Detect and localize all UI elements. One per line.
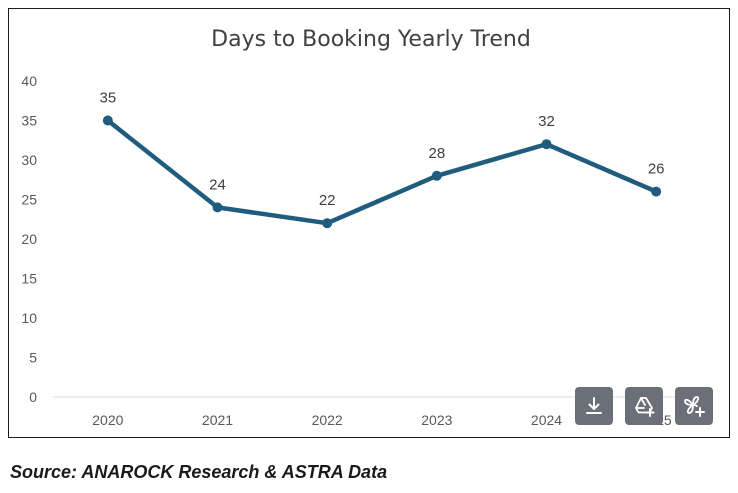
- chart-frame: Days to Booking Yearly Trend 0 5 10 15 20 25 3…: [8, 8, 730, 438]
- y-tick-label: 25: [21, 192, 37, 208]
- data-label: 32: [538, 113, 555, 130]
- y-tick-label: 10: [21, 310, 37, 326]
- y-tick-label: 35: [21, 113, 37, 129]
- pinwheel-add-button[interactable]: [675, 387, 713, 425]
- data-point: [102, 115, 113, 126]
- data-point: [651, 186, 662, 197]
- y-tick-label: 20: [21, 231, 37, 247]
- data-point: [212, 202, 223, 213]
- y-axis-ticks: 0 5 10 15 20 25 30 35 40: [21, 73, 37, 405]
- x-tick-label: 2024: [531, 412, 562, 428]
- chart-title: Days to Booking Yearly Trend: [211, 27, 531, 52]
- y-tick-label: 0: [29, 389, 37, 405]
- data-label: 28: [428, 145, 445, 162]
- download-icon: [586, 397, 602, 414]
- chart-toolbar: [575, 387, 713, 425]
- data-labels: 35 24 22 28 32 26: [99, 90, 664, 210]
- add-to-drive-button[interactable]: [625, 387, 663, 425]
- data-point: [541, 139, 552, 150]
- data-label: 26: [648, 161, 665, 178]
- data-label: 35: [99, 90, 116, 107]
- y-tick-label: 15: [21, 271, 37, 287]
- x-tick-label: 2023: [421, 412, 452, 428]
- data-label: 24: [209, 176, 226, 193]
- series-line: [105, 118, 659, 226]
- y-tick-label: 30: [21, 152, 37, 168]
- add-to-drive-icon: [635, 397, 655, 417]
- x-tick-label: 2022: [312, 412, 343, 428]
- line-chart: Days to Booking Yearly Trend 0 5 10 15 20 25 3…: [21, 27, 711, 428]
- download-button[interactable]: [575, 387, 613, 425]
- data-label: 22: [319, 192, 336, 209]
- pinwheel-add-icon: [684, 396, 705, 417]
- source-caption: Source: ANAROCK Research & ASTRA Data: [10, 462, 388, 482]
- data-points: [102, 115, 662, 229]
- data-point: [322, 218, 333, 229]
- y-tick-label: 5: [29, 350, 37, 366]
- data-point: [431, 170, 442, 181]
- x-tick-label: 2020: [92, 412, 123, 428]
- x-tick-label: 2021: [202, 412, 233, 428]
- y-tick-label: 40: [21, 73, 37, 89]
